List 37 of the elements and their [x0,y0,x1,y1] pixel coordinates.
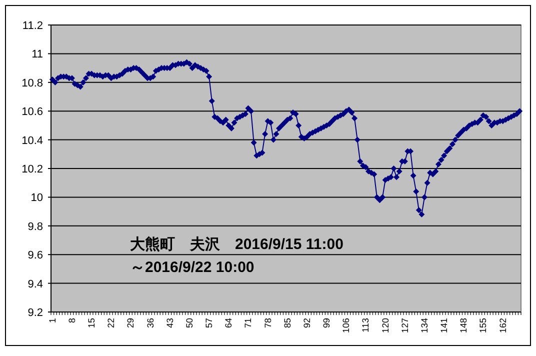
x-tick-label: 43 [164,318,175,328]
y-tick-label: 9.2 [28,307,43,319]
y-tick-label: 11 [32,48,43,61]
x-tick-label: 78 [262,318,273,328]
x-tick-label: 155 [478,318,488,334]
x-tick-label: 148 [458,318,469,334]
x-tick-label: 127 [400,318,410,334]
x-tick-label: 57 [204,318,214,328]
x-tick-label: 120 [380,318,390,334]
y-tick-label: 10.2 [22,164,43,176]
x-tick-label: 141 [439,318,450,334]
y-tick-label: 9.6 [28,250,43,262]
y-tick-label: 10.6 [22,106,43,118]
x-tick-label: 64 [224,318,234,328]
y-tick-label: 10.8 [22,77,43,90]
x-tick-label: 113 [360,318,371,332]
annotation: 大熊町 夫沢 2016/9/15 11:00 [130,236,344,253]
x-tick-label: 162 [498,318,508,334]
x-tick-label: 92 [302,318,312,328]
x-tick-label: 22 [106,318,116,328]
x-tick-label: 85 [282,318,292,328]
y-tick-label: 9.8 [28,220,43,233]
x-tick-label: 50 [184,318,194,328]
x-tick-label: 15 [86,318,97,328]
x-tick-label: 29 [126,318,136,328]
x-tick-label: 99 [322,318,332,328]
y-tick-label: 9.4 [28,278,43,290]
annotation: ～2016/9/22 10:00 [130,259,254,276]
x-tick-label: 134 [419,318,430,334]
x-tick-label: 1 [47,318,58,324]
y-tick-label: 11.2 [22,20,43,32]
x-tick-label: 71 [243,318,254,328]
y-tick-label: 10 [30,192,43,204]
y-tick-label: 10.4 [22,134,43,147]
x-tick-label: 36 [145,318,156,328]
x-tick-label: 106 [341,318,352,334]
x-tick-label: 8 [66,318,77,324]
